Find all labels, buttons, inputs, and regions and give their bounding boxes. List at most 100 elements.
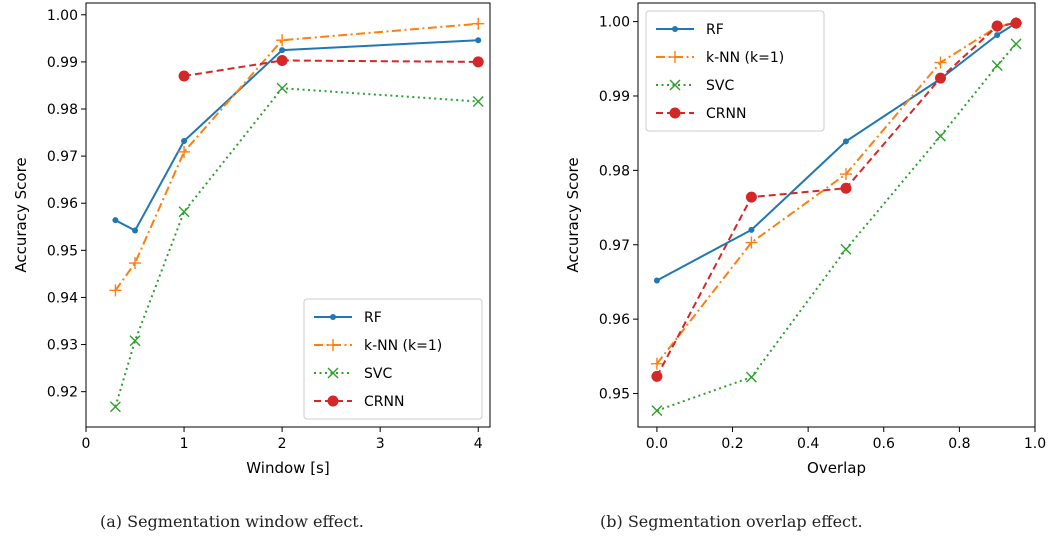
legend-marker — [327, 339, 339, 351]
legend-entry-k-nn-k-1: k-NN (k=1) — [656, 50, 784, 66]
point-k-nn-k-1 — [109, 284, 122, 297]
point-rf — [748, 226, 755, 233]
point-svc — [745, 371, 757, 383]
point-crnn — [991, 20, 1003, 32]
series-line-rf — [656, 22, 1017, 282]
point-svc — [934, 130, 946, 142]
legend-entry-k-nn-k-1: k-NN (k=1) — [314, 338, 442, 354]
point-rf — [279, 47, 286, 54]
series-rf — [112, 37, 482, 234]
legend-label: SVC — [364, 366, 392, 382]
x-tick-label: 0.2 — [721, 436, 743, 452]
chart-overlap: 0.0 0.2 0.4 0.6 0.8 1.0 0.95 0.96 0.97 0.98 0.99 1.… — [564, 2, 1046, 477]
y-tick-label: 0.98 — [599, 163, 630, 179]
point-svc — [651, 405, 663, 417]
legend: RF k-NN (k=1) SVC CRNN — [303, 298, 483, 420]
legend-label: k-NN (k=1) — [706, 50, 784, 66]
legend: RF k-NN (k=1) SVC CRNN — [645, 10, 825, 132]
series-line-k-nn-k-1 — [114, 22, 479, 291]
point-crnn — [1010, 17, 1022, 29]
x-tick-label: 1 — [180, 436, 189, 452]
x-tick-label: 0.4 — [797, 436, 819, 452]
y-tick-label: 1.00 — [47, 8, 78, 24]
legend-frame — [303, 298, 483, 420]
point-rf — [181, 138, 188, 145]
plot-area-frame — [637, 2, 1036, 428]
series-crnn — [178, 54, 484, 82]
x-axis-label: Window [s] — [246, 459, 329, 477]
point-crnn — [651, 370, 663, 382]
point-rf — [842, 138, 849, 145]
legend-label: CRNN — [364, 394, 404, 410]
x-tick-label: 0.6 — [873, 436, 895, 452]
legend-entry-rf: RF — [314, 310, 382, 326]
series-line-rf — [114, 39, 479, 232]
x-tick-label: 0.0 — [646, 436, 668, 452]
plot-area-frame — [85, 2, 491, 428]
point-rf — [653, 277, 660, 284]
point-rf — [994, 31, 1001, 38]
y-tick-label: 0.97 — [47, 149, 78, 165]
legend-label: RF — [706, 22, 724, 38]
y-axis-label: Accuracy Score — [564, 157, 582, 272]
point-svc — [991, 59, 1003, 71]
legend-entry-svc: SVC — [656, 78, 734, 94]
y-tick-label: 0.95 — [47, 243, 78, 259]
x-tick-label: 0.8 — [948, 436, 970, 452]
x-tick-label: 0 — [82, 436, 91, 452]
y-tick-label: 0.99 — [47, 55, 78, 71]
point-rf — [475, 37, 482, 44]
y-axis-label: Accuracy Score — [12, 157, 30, 272]
caption-overlap-effect: (b) Segmentation overlap effect. — [600, 512, 863, 531]
chart-window: 0 1 2 3 4 0.92 0.93 0.94 0.95 0.96 0.97 0.98 0.99 1.0… — [12, 2, 491, 477]
point-crnn — [745, 191, 757, 203]
x-axis-label: Overlap — [807, 459, 866, 477]
point-svc — [840, 243, 852, 255]
point-crnn — [934, 72, 946, 84]
legend-entry-crnn: CRNN — [656, 106, 746, 122]
y-tick-label: 0.99 — [599, 89, 630, 105]
y-tick-label: 0.93 — [47, 338, 78, 354]
series-k-nn-k-1 — [109, 17, 485, 297]
point-svc — [129, 335, 141, 347]
point-k-nn-k-1 — [129, 257, 142, 270]
legend-entry-crnn: CRNN — [314, 394, 404, 410]
point-svc — [1010, 38, 1022, 50]
x-tick-label: 2 — [278, 436, 287, 452]
y-tick-label: 0.94 — [47, 290, 78, 306]
y-tick-label: 0.95 — [599, 387, 630, 403]
point-k-nn-k-1 — [650, 357, 663, 370]
legend-label: CRNN — [706, 106, 746, 122]
series-svc — [109, 82, 484, 413]
point-svc — [472, 95, 484, 107]
point-k-nn-k-1 — [839, 168, 852, 181]
point-crnn — [276, 54, 288, 66]
legend-marker — [669, 107, 681, 119]
legend-frame — [645, 10, 825, 132]
point-crnn — [178, 70, 190, 82]
series-line-svc — [114, 87, 479, 408]
point-crnn — [472, 56, 484, 68]
point-svc — [109, 401, 121, 413]
legend-label: k-NN (k=1) — [364, 338, 442, 354]
point-rf — [112, 217, 119, 224]
caption-window-effect: (a) Segmentation window effect. — [100, 512, 364, 531]
y-tick-label: 0.96 — [47, 196, 78, 212]
point-crnn — [840, 182, 852, 194]
legend-label: SVC — [706, 78, 734, 94]
legend-label: RF — [364, 310, 382, 326]
legend-marker — [327, 367, 339, 379]
legend-entry-rf: RF — [656, 22, 724, 38]
point-rf — [132, 227, 139, 234]
series-line-crnn — [183, 59, 479, 78]
x-tick-label: 1.0 — [1024, 436, 1046, 452]
point-k-nn-k-1 — [934, 56, 947, 69]
y-tick-label: 0.97 — [599, 238, 630, 254]
y-tick-label: 1.00 — [599, 15, 630, 31]
point-k-nn-k-1 — [276, 34, 289, 47]
legend-marker — [669, 79, 681, 91]
x-tick-label: 4 — [474, 436, 483, 452]
point-k-nn-k-1 — [472, 17, 485, 30]
series-svc — [651, 38, 1022, 417]
